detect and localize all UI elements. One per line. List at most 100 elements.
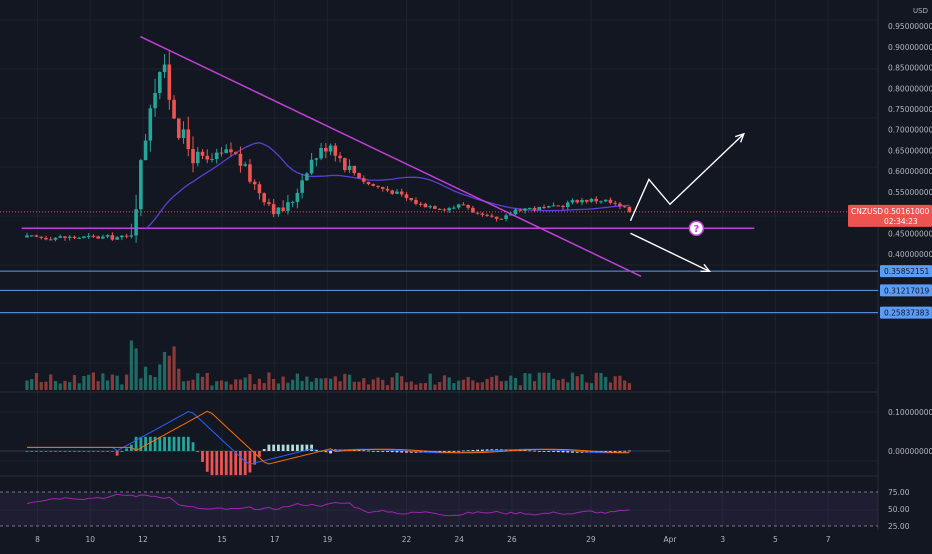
candle-body [290, 202, 295, 204]
volume-bar [49, 374, 53, 390]
price-axis-label: 0.65000000 [888, 146, 932, 155]
macd-axis-label: 0.00000000 [888, 447, 932, 456]
candle-body [442, 209, 447, 211]
macd-histogram-bar [390, 451, 394, 453]
macd-histogram-bar [77, 451, 81, 452]
macd-histogram-bar [106, 451, 110, 452]
candle-body [219, 152, 224, 154]
candle-body [158, 72, 162, 93]
macd-histogram-bar [571, 451, 574, 453]
candle-body [233, 152, 238, 154]
candle-body [115, 237, 119, 240]
candle-body [542, 206, 546, 208]
candle-body [53, 237, 58, 240]
candle-body [129, 235, 134, 237]
bearish-projection-arrow [630, 232, 710, 272]
candle-body [418, 203, 423, 205]
volume-bar [471, 380, 475, 390]
candle-body [622, 206, 627, 208]
currency-label: USD [913, 7, 928, 15]
volume-bar [219, 380, 224, 390]
macd-histogram-bar [295, 444, 299, 451]
candle-body [214, 152, 219, 160]
volume-bar [490, 376, 494, 390]
volume-bar [253, 384, 257, 390]
price-axis-label: 0.95000000 [888, 22, 932, 31]
candle-body [589, 198, 594, 202]
macd-histogram-bar [367, 450, 370, 452]
macd-histogram-bar [68, 451, 72, 452]
volume-bar [523, 373, 527, 390]
volume-bar [257, 378, 262, 390]
candle-body [603, 199, 608, 202]
macd-histogram-bar [272, 444, 276, 451]
macd-histogram-bar [58, 451, 62, 452]
volume-bar [200, 376, 205, 390]
macd-histogram-bar [120, 451, 124, 452]
volume-bar [509, 375, 513, 390]
candle-body [224, 149, 229, 154]
volume-bar [68, 382, 72, 390]
volume-bar [110, 374, 114, 390]
candle-body [77, 237, 81, 239]
macd-histogram-bar [386, 451, 389, 452]
rsi-axis-label: 75.00 [888, 488, 910, 497]
macd-histogram-bar [191, 442, 195, 451]
volume-bar [381, 379, 385, 390]
volume-bar [409, 381, 413, 390]
candle-body [528, 208, 532, 210]
volume-bar [106, 380, 110, 390]
time-axis-label: 7 [826, 535, 831, 544]
volume-bar [528, 373, 532, 390]
candle-body [513, 209, 518, 215]
volume-bar [542, 372, 546, 390]
question-mark-label: ? [693, 224, 699, 235]
macd-histogram-bar [134, 436, 138, 451]
arrow-head [700, 263, 711, 273]
candle-body [584, 199, 589, 202]
macd-histogram-bar [305, 444, 309, 451]
volume-bar [196, 373, 200, 390]
volume-bar [466, 377, 470, 390]
candle-body [305, 173, 309, 181]
candle-body [186, 129, 191, 150]
volume-bar [115, 375, 119, 390]
macd-histogram-bar [35, 451, 38, 452]
candle-body [281, 207, 285, 211]
volume-bar [262, 383, 266, 390]
volume-bar [129, 340, 133, 390]
macd-histogram-bar [618, 451, 622, 452]
candle-body [319, 147, 323, 159]
macd-histogram-bar [125, 448, 129, 451]
volume-bar [143, 366, 148, 390]
macd-histogram-bar [210, 451, 214, 476]
volume-bar [276, 383, 281, 390]
candle-body [181, 129, 186, 139]
candle-body [613, 202, 617, 204]
volume-bar [627, 383, 632, 390]
volume-bar [608, 382, 613, 390]
candle-body [276, 207, 281, 215]
candle-body [466, 204, 470, 208]
volume-bar [58, 383, 62, 390]
volume-bar [125, 374, 129, 390]
candle-body [347, 165, 352, 170]
macd-histogram-bar [167, 436, 171, 451]
macd-histogram-bar [409, 451, 413, 453]
macd-histogram-bar [542, 451, 546, 452]
candle-body [252, 181, 257, 185]
question-icon[interactable] [688, 220, 705, 237]
macd-histogram-bar [49, 451, 53, 452]
candle-body [428, 206, 432, 208]
macd-histogram-bar [343, 449, 347, 451]
candle-body [580, 199, 584, 203]
volume-bar [291, 379, 295, 390]
candle-body [499, 218, 504, 220]
macd-histogram-bar [376, 451, 380, 452]
volume-bar [499, 381, 503, 390]
macd-histogram-bar [452, 451, 456, 452]
macd-histogram-bar [30, 451, 34, 452]
volume-bar [172, 346, 176, 390]
